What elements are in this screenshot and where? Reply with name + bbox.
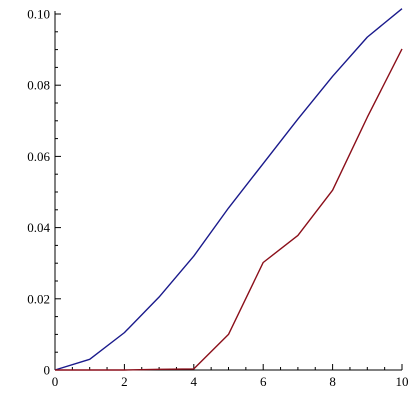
y-tick-label: 0.02 (27, 291, 50, 306)
y-tick-label: 0.06 (27, 149, 50, 164)
x-ticks: 0 2 4 6 8 10 (52, 364, 409, 389)
x-tick-label: 4 (191, 374, 198, 389)
y-tick-label: 0.08 (27, 78, 50, 93)
axes (54, 11, 402, 371)
x-tick-label: 8 (329, 374, 336, 389)
series-layer (54, 8, 403, 371)
y-tick-label: 0.10 (27, 7, 50, 22)
x-tick-label: 0 (52, 374, 59, 389)
series-line-2 (55, 48, 403, 371)
x-tick-label: 10 (396, 374, 409, 389)
series-line-1 (54, 8, 403, 371)
y-ticks: 0 0.02 0.04 0.06 0.08 0.10 (27, 7, 61, 378)
x-tick-label: 2 (121, 374, 128, 389)
y-tick-label: 0.04 (27, 220, 50, 235)
x-tick-label: 6 (260, 374, 267, 389)
y-tick-label: 0 (44, 363, 51, 378)
